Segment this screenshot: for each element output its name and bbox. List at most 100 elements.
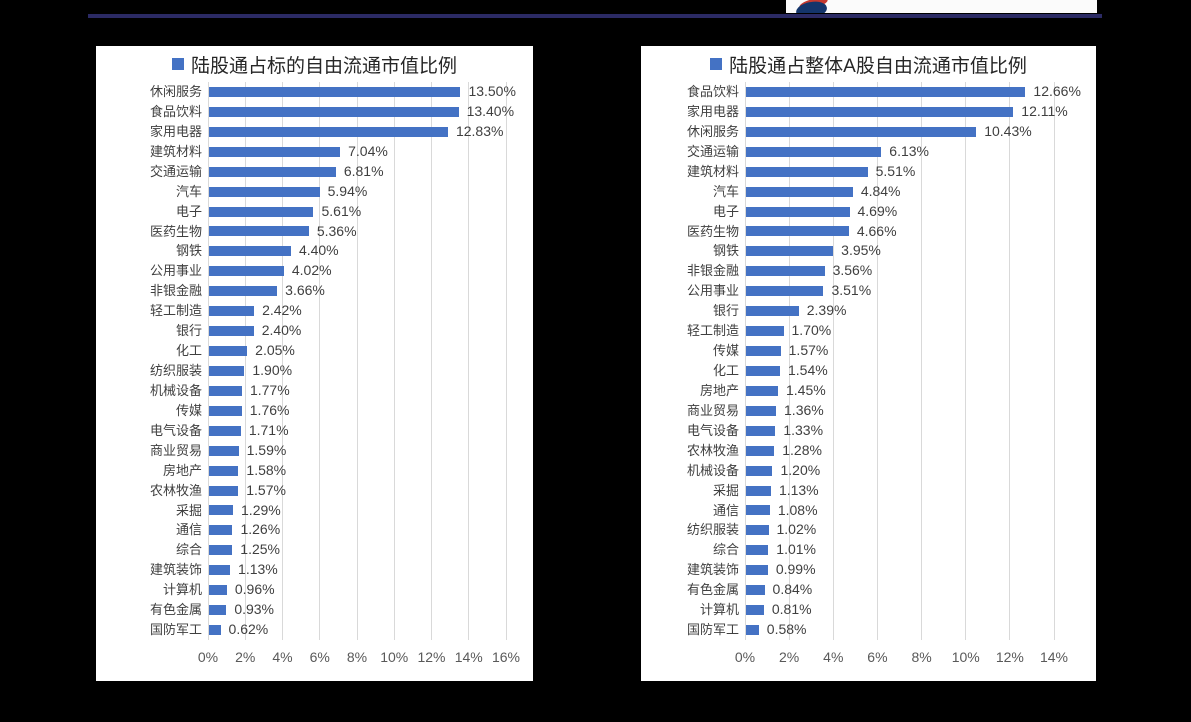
chart-title: 陆股通占标的自由流通市值比例 [96, 52, 533, 77]
gridline [921, 82, 923, 640]
x-tick-label: 4% [823, 649, 844, 665]
value-label: 4.40% [298, 242, 339, 259]
category-label: 采掘 [712, 482, 739, 498]
category-label: 商业贸易 [149, 442, 202, 458]
x-tick-label: 16% [491, 649, 521, 665]
value-label: 3.51% [831, 282, 872, 299]
x-tick-label: 0% [734, 649, 756, 665]
value-label: 1.59% [246, 441, 287, 458]
value-label: 1.25% [240, 541, 280, 558]
bar [209, 186, 320, 197]
x-tick-label: 12% [417, 649, 446, 665]
chart-title-text: 陆股通占整体A股自由流通市值比例 [729, 55, 1027, 77]
value-label: 1.54% [787, 362, 828, 378]
category-label: 钢铁 [712, 243, 739, 259]
value-label: 3.66% [285, 282, 325, 299]
bar [209, 306, 255, 317]
value-label: 6.13% [889, 142, 929, 159]
category-label: 综合 [175, 542, 202, 558]
value-label: 1.45% [786, 381, 826, 398]
category-label: 化工 [175, 343, 202, 359]
bar [746, 545, 769, 556]
category-label: 休闲服务 [149, 84, 202, 99]
bar [209, 525, 233, 536]
value-label: 1.26% [240, 521, 281, 538]
category-label: 通信 [175, 522, 202, 538]
category-label: 非银金融 [686, 263, 739, 279]
value-label: 13.50% [468, 83, 516, 99]
value-label: 12.83% [455, 122, 504, 139]
category-label: 交通运输 [686, 143, 739, 159]
category-label: 公用事业 [686, 283, 739, 299]
category-label: 采掘 [175, 502, 202, 518]
category-label: 房地产 [699, 382, 739, 398]
gridline [965, 82, 967, 640]
bar [746, 246, 834, 257]
bar [209, 365, 245, 376]
category-label: 钢铁 [175, 243, 202, 259]
chart-title-text: 陆股通占标的自由流通市值比例 [190, 55, 457, 77]
chart-panel-left: 陆股通占标的自由流通市值比例 0% 2% 4% 6% 8% 10% 12% 14% 16% 休闲服… [96, 46, 533, 681]
gridline [1009, 82, 1011, 640]
value-label: 4.02% [291, 262, 332, 279]
bar [746, 166, 868, 177]
category-label: 医药生物 [149, 223, 202, 239]
value-label: 1.57% [788, 342, 829, 359]
category-label: 国防军工 [686, 622, 739, 638]
value-label: 12.66% [1033, 83, 1081, 99]
bar [746, 485, 771, 496]
bar [746, 306, 799, 317]
category-label: 传媒 [712, 343, 739, 359]
value-label: 1.90% [252, 362, 293, 378]
header-divider-line [88, 14, 1102, 18]
logo-strip [786, 0, 1097, 13]
legend-marker-icon [171, 58, 184, 70]
value-label: 0.81% [771, 601, 812, 618]
bar [746, 625, 759, 636]
gridline [788, 82, 790, 640]
category-label: 农林牧渔 [686, 442, 739, 458]
gridline [244, 82, 246, 640]
bar [209, 625, 221, 636]
gridline [207, 82, 209, 640]
gridline [282, 82, 283, 640]
gridline [319, 82, 321, 640]
chart-panel-right: 陆股通占整体A股自由流通市值比例 0% 2% 4% 6% 8% 10% 12% 14% 食品饮料… [641, 46, 1096, 681]
category-label: 电子 [712, 203, 739, 219]
bar [209, 485, 239, 496]
category-label: 计算机 [699, 602, 739, 618]
bar [209, 505, 234, 516]
category-label: 非银金融 [149, 283, 202, 299]
gridline [393, 82, 395, 640]
bar [746, 445, 775, 456]
value-label: 4.66% [856, 222, 897, 239]
value-label: 1.02% [776, 521, 817, 538]
bar [209, 326, 254, 337]
bar [209, 286, 278, 297]
value-label: 3.95% [841, 242, 881, 259]
category-label: 电气设备 [686, 422, 739, 438]
bar [746, 206, 850, 217]
bar [746, 405, 777, 416]
bar [746, 585, 765, 596]
gridline [876, 82, 878, 640]
bar [746, 365, 780, 376]
bar [209, 605, 227, 616]
category-label: 轻工制造 [149, 303, 202, 319]
category-label: 交通运输 [149, 163, 202, 179]
value-label: 7.04% [348, 142, 388, 159]
bar [209, 445, 239, 456]
category-label: 汽车 [175, 183, 202, 199]
bar [746, 146, 882, 157]
value-label: 0.93% [234, 601, 275, 618]
value-label: 1.76% [249, 401, 290, 418]
bar [746, 186, 853, 197]
value-label: 0.84% [772, 581, 813, 598]
x-tick-label: 4% [272, 649, 293, 665]
value-label: 6.81% [343, 162, 384, 179]
gridline [1053, 82, 1055, 640]
value-label: 1.71% [248, 421, 289, 438]
value-label: 1.01% [776, 541, 816, 558]
bar [746, 346, 781, 357]
